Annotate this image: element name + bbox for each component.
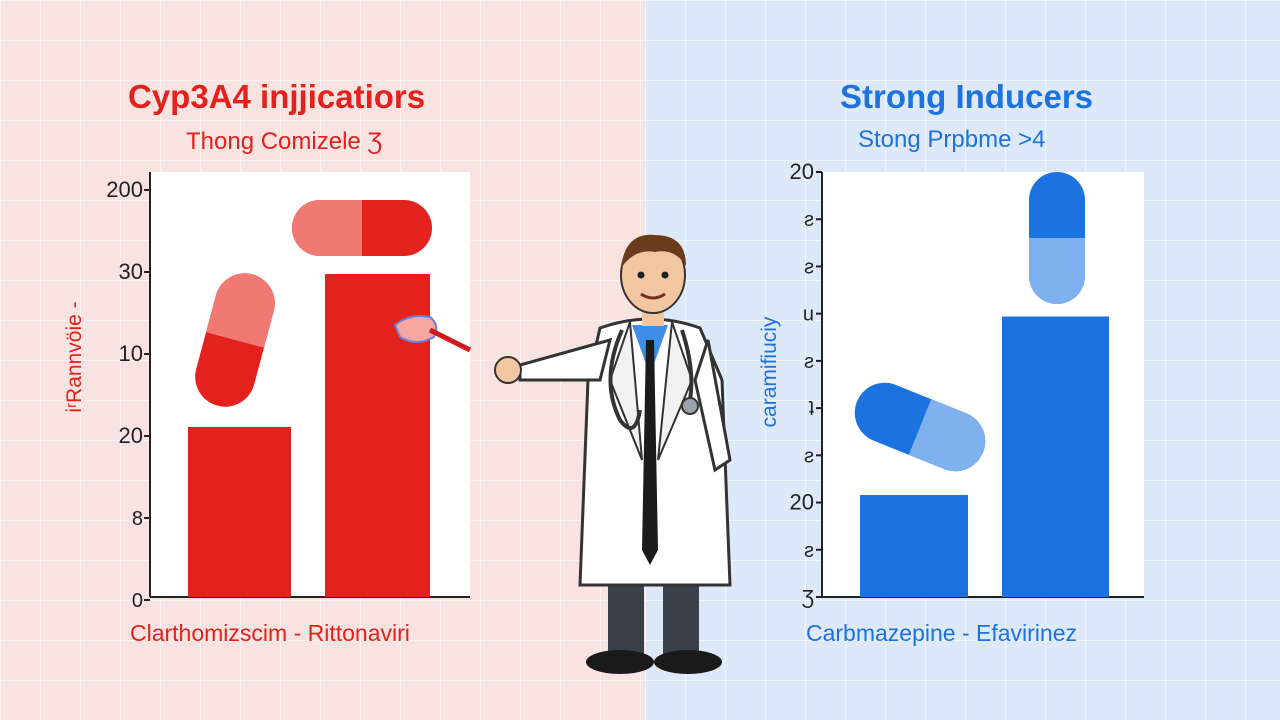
bar-efavirinez [1002,316,1109,597]
y-tick-label: ƨ [804,445,814,467]
y-tick-label: 20 [119,423,143,448]
y-tick-label: u [803,304,814,326]
capsule-icon [195,273,275,407]
right-chart-title: Strong Inducers [840,78,1094,115]
doctor-pointing-illustration [494,234,732,674]
y-tick-label: ƨ [804,540,814,562]
bar-clarthomizscim [188,427,291,597]
capsule-icon [1029,172,1085,304]
left-x-axis-label: Clarthomizscim - Rittonaviri [130,620,410,646]
y-tick-label: 30 [119,259,143,284]
left-y-axis-label: iʳRannvöie - [63,301,86,413]
y-tick-label: 200 [106,177,143,202]
left-tick-group: 0 8 20 10 30 200 [106,177,150,612]
right-tick-group: Ʒƨ 20 ƨ ʇ ƨ u ƨ ƨ 20 [790,159,822,609]
y-tick-label: ƨ [804,256,814,278]
left-chart-title: Cyp3A4 injjicatiors [128,78,426,115]
capsule-icon [854,382,986,472]
right-bar-group [860,316,1109,597]
y-tick-label: 10 [119,341,143,366]
right-x-axis-label: Carbmazepine - Efavirinez [806,620,1078,646]
right-chart-subtitle: Stong Prpbme >4 [858,126,1046,153]
bar-carbmazepine [860,495,968,597]
capsule-icon [292,200,432,256]
left-chart-subtitle: Thong Comizele Ʒ [186,128,383,155]
pointer-icon [393,315,472,353]
y-tick-label: ƨ [804,209,814,231]
y-tick-label: 8 [132,508,143,530]
y-tick-label: ƨ [804,351,814,373]
left-bar-group [188,274,430,597]
y-tick-label: 0 [132,590,143,612]
right-y-axis-label: caramifiuciy [758,316,781,428]
y-tick-label: ʇ [808,398,814,420]
y-tick-label: 20 [790,490,814,515]
y-tick-label: 20 [790,159,814,184]
right-panel-background [645,0,1280,720]
y-tick-label: Ʒ [802,587,814,609]
